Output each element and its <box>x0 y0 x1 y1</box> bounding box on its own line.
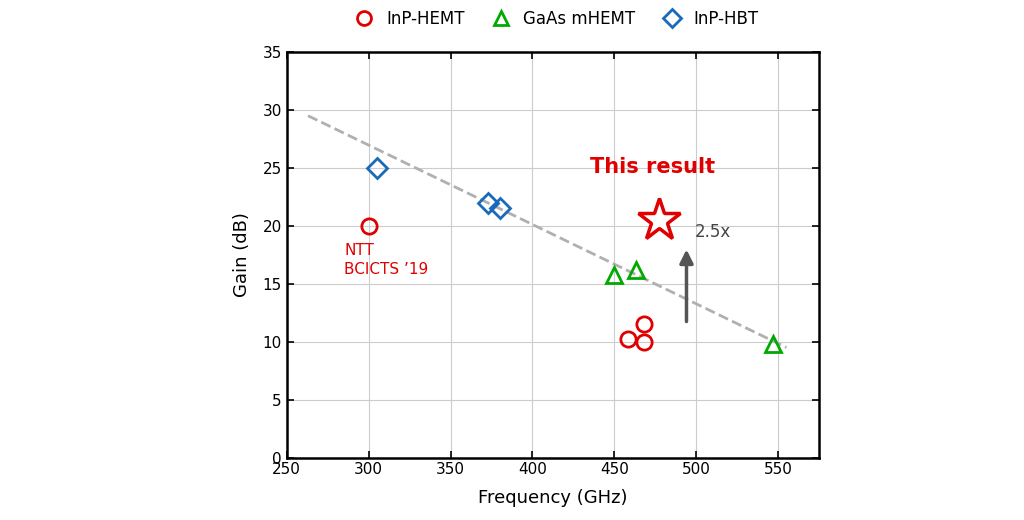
X-axis label: Frequency (GHz): Frequency (GHz) <box>478 489 628 506</box>
Y-axis label: Gain (dB): Gain (dB) <box>233 212 251 297</box>
Text: NTT
BCICTS ’19: NTT BCICTS ’19 <box>344 243 428 277</box>
Text: This result: This result <box>590 157 715 177</box>
Text: 2.5x: 2.5x <box>694 223 731 241</box>
Legend: InP-HEMT, GaAs mHEMT, InP-HBT: InP-HEMT, GaAs mHEMT, InP-HBT <box>341 4 765 35</box>
